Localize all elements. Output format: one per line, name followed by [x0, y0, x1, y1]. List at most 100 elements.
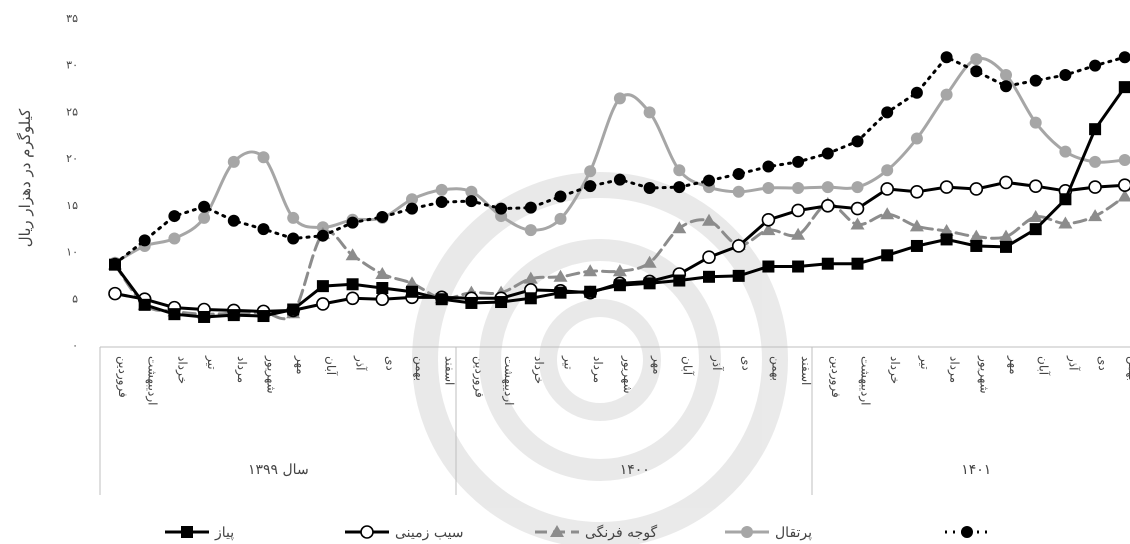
x-tick-label: دی: [383, 356, 397, 371]
data-point: [375, 292, 390, 307]
data-point: [851, 181, 864, 194]
data-point: [1029, 223, 1042, 236]
x-tick-label: مرداد: [948, 356, 962, 383]
x-tick-label: مرداد: [235, 356, 249, 383]
data-point: [1028, 210, 1043, 223]
data-point: [376, 211, 389, 224]
data-point: [376, 282, 389, 295]
data-point: [969, 182, 984, 196]
data-point: [1089, 59, 1102, 72]
data-point: [435, 183, 448, 196]
data-point: [138, 298, 151, 311]
data-point: [850, 217, 865, 230]
data-point: [1000, 68, 1012, 81]
legend-item: پیاز: [165, 525, 234, 541]
data-point: [583, 264, 598, 277]
data-point: [198, 211, 211, 224]
data-point: [881, 106, 894, 119]
data-point: [168, 308, 181, 321]
data-point: [435, 196, 448, 209]
x-tick-label: خرداد: [175, 356, 189, 384]
data-point: [643, 277, 656, 290]
legend-item: سیب زمینی: [345, 525, 464, 541]
data-point: [702, 250, 716, 264]
data-point: [851, 257, 864, 270]
data-point: [1118, 51, 1130, 64]
x-tick-label: آذر: [710, 355, 725, 371]
data-point: [910, 184, 924, 199]
data-point: [999, 229, 1013, 242]
data-point: [316, 297, 330, 311]
data-point: [613, 173, 626, 186]
data-point: [762, 182, 775, 195]
data-point: [1059, 193, 1072, 206]
legend: سیب پرتقال گوجه فرنگی سیب زمینی پیاز: [165, 524, 989, 541]
legend-marker: [360, 525, 374, 539]
data-point: [524, 201, 537, 214]
x-tick-label: خرداد: [888, 356, 902, 384]
data-point: [732, 168, 745, 181]
x-tick-labels: فروردین اردیبهشت خرداد تیر مرداد شهریور مهر آبا…: [116, 355, 1130, 405]
data-point: [1089, 123, 1102, 136]
data-point: [554, 212, 567, 225]
data-point: [792, 260, 805, 273]
data-point: [168, 232, 181, 245]
data-point: [792, 155, 805, 168]
data-point: [940, 233, 953, 246]
data-point: [406, 202, 418, 215]
data-point: [287, 303, 300, 316]
x-tick-label: دی: [1096, 356, 1110, 371]
data-point: [673, 181, 686, 194]
data-point: [970, 239, 983, 252]
data-point: [406, 193, 418, 206]
legend-label: سیب زمینی: [395, 525, 464, 541]
data-point: [909, 219, 924, 232]
data-point: [642, 255, 657, 268]
data-point: [168, 210, 181, 223]
legend-label: پیاز: [214, 525, 234, 541]
legend-item: پرتقال: [725, 525, 812, 541]
y-tick-label: ۲۰: [66, 152, 78, 165]
data-point: [880, 207, 895, 220]
data-point: [584, 285, 597, 298]
y-tick-label: ۱۵: [66, 199, 78, 212]
data-point: [1088, 180, 1102, 194]
data-point: [345, 291, 360, 306]
data-point: [345, 248, 360, 261]
data-point: [881, 249, 894, 262]
data-point: [703, 270, 715, 283]
data-point: [821, 257, 834, 270]
data-point: [791, 203, 805, 218]
y-tick-label: ۲۵: [66, 105, 78, 118]
x-tick-label: تیر: [918, 355, 932, 370]
data-point: [465, 185, 478, 198]
data-point: [584, 180, 597, 193]
data-point: [227, 309, 240, 322]
x-tick-label: آذر: [1066, 355, 1081, 371]
data-point: [1059, 145, 1072, 158]
data-point: [969, 229, 984, 242]
data-point: [554, 286, 567, 299]
data-point: [1029, 74, 1042, 87]
data-point: [495, 296, 508, 309]
x-tick-label: آبان: [324, 356, 339, 376]
data-point: [612, 264, 627, 277]
x-tick-label: بهمن: [1126, 356, 1130, 381]
x-tick-label: اردیبهشت: [859, 356, 873, 405]
y-tick-label: ۳۵: [66, 12, 78, 25]
x-tick-label: اردیبهشت: [146, 356, 160, 405]
data-point: [673, 274, 686, 287]
data-point: [523, 271, 538, 284]
data-point: [584, 165, 597, 178]
year-group-label: ۱۴۰۰: [620, 462, 650, 478]
x-tick-label: فروردین: [829, 356, 843, 398]
data-point: [939, 224, 954, 237]
legend-marker: [961, 526, 973, 538]
data-point: [198, 310, 211, 323]
data-point: [524, 224, 537, 237]
data-point: [346, 216, 359, 229]
data-point: [109, 258, 121, 271]
data-point: [731, 239, 746, 253]
data-point: [762, 260, 775, 273]
data-point: [1028, 179, 1043, 193]
